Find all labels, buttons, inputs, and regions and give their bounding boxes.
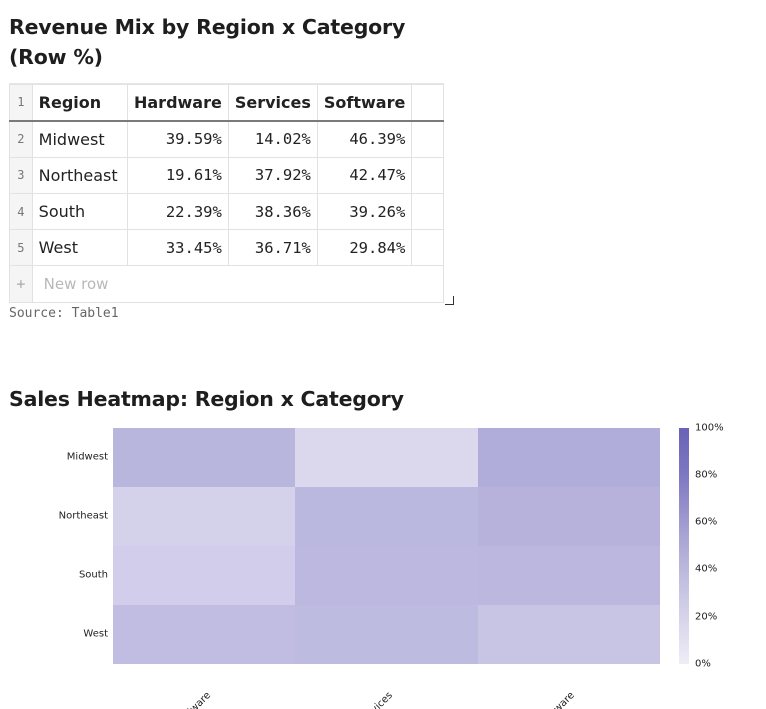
table-row: 5 West 33.45% 36.71% 29.84% [9, 229, 444, 267]
colorbar-tick: 100% [695, 422, 724, 434]
x-axis-label: Services [357, 690, 395, 709]
column-header-hardware[interactable]: Hardware [126, 83, 229, 122]
colorbar [679, 428, 689, 664]
cell-services[interactable]: 14.02% [227, 120, 318, 158]
colorbar-tick: 80% [695, 469, 718, 481]
y-axis-label: Midwest [66, 451, 108, 463]
colorbar-tick: 20% [695, 611, 718, 623]
new-row[interactable]: + New row [9, 265, 445, 303]
new-row-input[interactable]: New row [31, 265, 445, 303]
heatmap-cell[interactable] [295, 605, 478, 664]
x-axis-label: Hardware [171, 690, 213, 709]
heatmap-cell[interactable] [477, 428, 660, 487]
column-header-software[interactable]: Software [316, 83, 413, 122]
cell-services[interactable]: 36.71% [227, 229, 318, 267]
cell-software[interactable]: 39.26% [316, 192, 413, 231]
heatmap-plot [113, 428, 660, 664]
colorbar-tick: 40% [695, 563, 718, 575]
colorbar-tick: 60% [695, 516, 718, 528]
row-number: 1 [9, 83, 33, 122]
x-axis-label: Software [538, 690, 577, 709]
cell-empty[interactable] [411, 192, 444, 231]
colorbar-tick: 0% [695, 658, 711, 670]
data-table: 1 Region Hardware Services Software 2 Mi… [9, 83, 445, 303]
cell-software[interactable]: 29.84% [316, 229, 413, 267]
heatmap-title: Sales Heatmap: Region x Category [9, 387, 404, 411]
heatmap-cell[interactable] [113, 546, 296, 605]
heatmap-cell[interactable] [477, 605, 660, 664]
cell-hardware[interactable]: 39.59% [126, 120, 229, 158]
cell-services[interactable]: 38.36% [227, 192, 318, 231]
row-number[interactable]: 2 [9, 120, 33, 158]
cell-software[interactable]: 42.47% [316, 156, 413, 194]
row-number[interactable]: 3 [9, 156, 33, 194]
grid-top-border [9, 80, 444, 84]
y-axis-label: Northeast [58, 510, 108, 522]
heatmap-cell[interactable] [295, 428, 478, 487]
heatmap-cell[interactable] [113, 605, 296, 664]
cell-region[interactable]: West [31, 229, 128, 267]
cell-hardware[interactable]: 19.61% [126, 156, 229, 194]
cell-region[interactable]: Northeast [31, 156, 128, 194]
table-row: 2 Midwest 39.59% 14.02% 46.39% [9, 120, 444, 158]
heatmap-cell[interactable] [295, 487, 478, 546]
y-axis-label: South [78, 569, 108, 581]
cell-hardware[interactable]: 33.45% [126, 229, 229, 267]
resize-handle[interactable] [445, 296, 454, 305]
column-header-empty[interactable] [411, 83, 444, 122]
row-number[interactable]: 5 [9, 229, 33, 267]
heatmap-cell[interactable] [477, 487, 660, 546]
table-title: Revenue Mix by Region x Category (Row %) [9, 15, 406, 69]
table-row: 4 South 22.39% 38.36% 39.26% [9, 192, 444, 231]
table-header-row: 1 Region Hardware Services Software [9, 83, 444, 122]
cell-region[interactable]: Midwest [31, 120, 128, 158]
heatmap-cell[interactable] [477, 546, 660, 605]
y-axis-label: West [83, 628, 108, 640]
cell-services[interactable]: 37.92% [227, 156, 318, 194]
cell-software[interactable]: 46.39% [316, 120, 413, 158]
table-row: 3 Northeast 19.61% 37.92% 42.47% [9, 156, 444, 194]
cell-hardware[interactable]: 22.39% [126, 192, 229, 231]
source-caption: Source: Table1 [9, 306, 119, 321]
cell-region[interactable]: South [31, 192, 128, 231]
add-row-icon[interactable]: + [9, 265, 33, 303]
heatmap-cell[interactable] [113, 487, 296, 546]
cell-empty[interactable] [411, 229, 444, 267]
cell-empty[interactable] [411, 120, 444, 158]
heatmap-cell[interactable] [113, 428, 296, 487]
heatmap-cell[interactable] [295, 546, 478, 605]
column-header-services[interactable]: Services [227, 83, 318, 122]
column-header-region[interactable]: Region [31, 83, 128, 122]
row-number[interactable]: 4 [9, 192, 33, 231]
cell-empty[interactable] [411, 156, 444, 194]
